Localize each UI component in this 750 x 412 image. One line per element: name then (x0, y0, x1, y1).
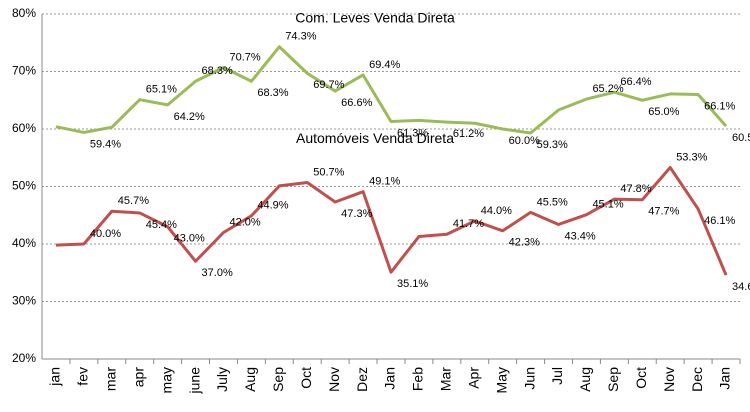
data-label: 68.3% (202, 65, 233, 77)
series-title: Automóveis Venda Direta (296, 130, 454, 146)
data-label: 43.0% (174, 233, 205, 245)
data-label: 61.3% (397, 127, 428, 139)
x-tick-label: may (158, 367, 174, 393)
data-label: 42.3% (509, 237, 540, 249)
x-tick-label: june (186, 367, 202, 395)
data-label: 69.4% (369, 59, 400, 71)
x-tick-label: Dec (689, 367, 705, 392)
data-label: 47.3% (341, 208, 372, 220)
data-label: 60.5% (732, 132, 750, 144)
data-label: 65.2% (592, 83, 623, 95)
data-label: 70.7% (229, 51, 260, 63)
x-tick-label: Jan (382, 367, 398, 390)
x-tick-label: Feb (410, 367, 426, 391)
series-line (55, 166, 728, 276)
data-label: 45.4% (146, 219, 177, 231)
data-label: 66.1% (704, 100, 735, 112)
x-tick-label: jan (47, 367, 63, 387)
data-label: 69.7% (313, 79, 344, 91)
data-label: 44.0% (481, 205, 512, 217)
x-tick-label: Sep (605, 367, 621, 392)
data-label: 66.4% (620, 76, 651, 88)
data-label: 61.2% (453, 128, 484, 140)
y-tick-label: 20% (12, 351, 36, 365)
data-label: 41.7% (453, 218, 484, 230)
y-tick-label: 70% (12, 64, 36, 78)
x-tick-label: Jan (717, 367, 733, 390)
y-tick-label: 60% (12, 121, 36, 135)
x-tick-label: July (214, 367, 230, 392)
x-tick-label: fev (75, 367, 91, 386)
data-label: 47.7% (648, 206, 679, 218)
x-tick-label: Oct (633, 367, 649, 389)
y-tick-label: 40% (12, 236, 36, 250)
x-tick-label: Nov (326, 367, 342, 392)
y-tick-label: 50% (12, 179, 36, 193)
data-label: 65.0% (648, 106, 679, 118)
data-label: 40.0% (90, 228, 121, 240)
data-label: 74.3% (285, 31, 316, 43)
data-label: 53.3% (676, 151, 707, 163)
x-tick-label: Dez (354, 367, 370, 392)
data-label: 42.0% (229, 216, 260, 228)
x-tick-label: Mar (438, 367, 454, 391)
data-label: 37.0% (202, 267, 233, 279)
x-tick-label: Aug (577, 367, 593, 392)
data-label: 59.4% (90, 138, 121, 150)
data-label: 49.1% (369, 176, 400, 188)
x-tick-label: Apr (465, 367, 481, 389)
data-label: 66.6% (341, 97, 372, 109)
data-label: 59.3% (537, 139, 568, 151)
data-label: 45.7% (118, 195, 149, 207)
x-tick-label: apr (130, 367, 146, 388)
y-tick-label: 30% (12, 294, 36, 308)
data-label: 35.1% (397, 278, 428, 290)
data-label: 50.7% (313, 166, 344, 178)
x-tick-label: Jul (549, 367, 565, 385)
data-label: 65.1% (146, 84, 177, 96)
x-tick-label: mar (103, 367, 119, 391)
x-tick-label: May (493, 367, 509, 393)
data-label: 47.8% (620, 183, 651, 195)
data-label: 43.4% (565, 230, 596, 242)
data-label: 45.5% (537, 196, 568, 208)
data-label: 34.6% (732, 281, 750, 293)
data-label: 46.1% (704, 215, 735, 227)
x-tick-label: Aug (242, 367, 258, 392)
data-label: 68.3% (257, 87, 288, 99)
data-label: 60.0% (509, 135, 540, 147)
data-label: 45.1% (592, 199, 623, 211)
x-tick-label: Oct (298, 367, 314, 389)
y-tick-label: 80% (12, 6, 36, 20)
x-tick-label: Nov (661, 367, 677, 392)
series-title: Com. Leves Venda Direta (295, 9, 455, 25)
data-label: 44.9% (257, 200, 288, 212)
data-label: 64.2% (174, 111, 205, 123)
x-tick-label: Sep (270, 367, 286, 392)
x-tick-label: Jun (521, 367, 537, 390)
series-line (55, 45, 728, 135)
